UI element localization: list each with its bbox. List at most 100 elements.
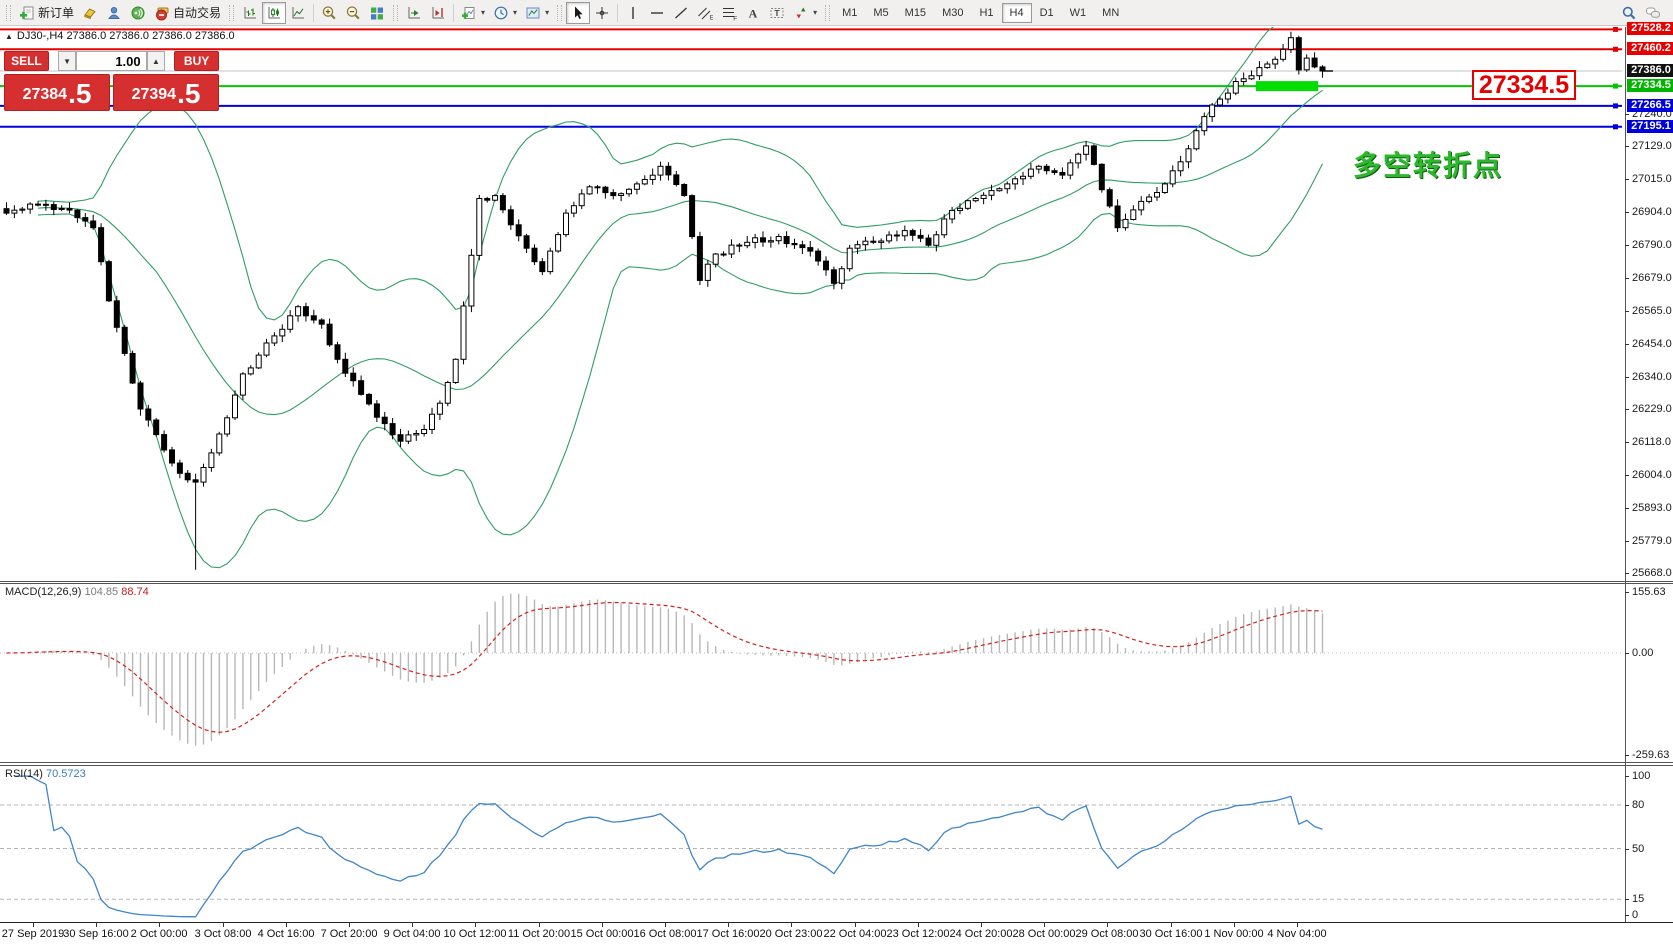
bar-chart-button[interactable] [238,2,262,24]
chat-icon [1645,5,1661,21]
chevron-down-icon: ▾ [513,8,518,17]
toolbar-grip[interactable] [229,4,235,21]
buy-button[interactable]: BUY [174,51,220,71]
timeframe-button-W1[interactable]: W1 [1062,3,1095,23]
text-button[interactable]: A [741,2,765,24]
tile-windows-button[interactable] [365,2,389,24]
vertical-line-button[interactable] [621,2,645,24]
time-axis-label: 28 Oct 00:00 [1012,928,1076,940]
text-icon: A [745,5,761,21]
text-label-button[interactable]: T [765,2,789,24]
price-tick-label: 27015.0 [1632,173,1672,185]
periods-button[interactable]: ▾ [489,2,521,24]
volume-increase-button[interactable]: ▲ [146,51,166,71]
price-tick-mark [1625,573,1629,574]
toolbar-grip[interactable] [557,4,563,21]
text-label-icon: T [769,5,785,21]
rsi-panel[interactable] [0,766,1625,921]
timeframe-button-MN[interactable]: MN [1094,3,1127,23]
volume-input[interactable]: 1.00 [76,51,147,71]
fibonacci-button[interactable]: F [717,2,741,24]
turning-point-annotation[interactable]: 多空转折点 [1353,150,1504,181]
price-tick-label: 26004.0 [1632,469,1672,481]
cursor-icon [570,5,586,21]
zoom-out-button[interactable] [341,2,365,24]
time-tick-mark [475,922,476,927]
auto-trading-button[interactable]: 自动交易 [150,2,225,24]
templates-icon [525,5,541,21]
time-axis-label: 1 Nov 00:00 [1204,928,1264,940]
price-tick-mark [1625,442,1629,443]
price-tick-label: 26118.0 [1632,436,1671,448]
time-axis-label: 30 Sep 16:00 [63,928,129,940]
toolbar-grip[interactable] [393,4,399,21]
crosshair-button[interactable] [590,2,614,24]
price-tag: 27528.2 [1627,22,1673,35]
new-chart-button[interactable]: ▾ [457,2,489,24]
auto-scroll-button[interactable] [402,2,426,24]
eraser-button[interactable] [78,2,102,24]
price-tick-mark [1625,409,1629,410]
zoom-in-button[interactable] [317,2,341,24]
sell-price-box[interactable]: 27384 .5 [4,74,110,111]
price-tick-label: 26790.0 [1632,239,1672,251]
time-tick-mark [286,922,287,927]
cursor-button[interactable] [566,1,591,24]
time-tick-mark [728,922,729,927]
chevron-down-icon: ▾ [481,8,486,17]
sell-button[interactable]: SELL [4,51,49,71]
timeframe-button-D1[interactable]: D1 [1032,3,1062,23]
time-tick-mark [791,922,792,927]
buy-price-box[interactable]: 27394 .5 [113,74,219,111]
autotrade-icon [154,5,170,21]
time-axis-label: 29 Oct 08:00 [1075,928,1139,940]
macd-signal-value: 88.74 [121,586,149,598]
collapse-triangle-icon[interactable]: ▲ [5,31,13,41]
price-tick-label: 26904.0 [1632,206,1672,218]
panel-separator[interactable] [0,581,1673,582]
trendline-button[interactable] [669,2,693,24]
timeframe-button-H1[interactable]: H1 [971,3,1001,23]
one-click-trade-panel: SELL ▼ 1.00 ▲ BUY 27384 .5 27394 .5 [4,51,220,111]
macd-title: MACD(12,26,9) [5,586,82,598]
rsi-tick-mark [1625,915,1629,916]
chart-shift-button[interactable] [426,2,450,24]
timeframe-button-M15[interactable]: M15 [897,3,934,23]
new-order-button[interactable]: 新订单 [15,2,78,24]
zoom-out-icon [345,5,361,21]
toolbar-grip[interactable] [825,4,831,21]
time-tick-mark [1107,922,1108,927]
auto-trading-label: 自动交易 [173,6,222,20]
timeframe-button-M5[interactable]: M5 [865,3,896,23]
toolbar-grip[interactable] [6,4,11,21]
timeframe-button-M30[interactable]: M30 [934,3,971,23]
time-tick-mark [981,922,982,927]
time-tick-mark [159,922,160,927]
templates-button[interactable]: ▾ [521,2,553,24]
price-axis-border [1625,27,1626,922]
price-tick-label: 25668.0 [1632,567,1672,579]
channel-button[interactable]: E [693,2,717,24]
price-tag: 27386.0 [1627,64,1673,77]
buy-price-main: 27394 [131,86,177,103]
candlestick-icon [266,5,282,21]
new-order-icon [19,5,35,21]
price-tick-label: 25779.0 [1632,535,1672,547]
main-price-chart[interactable] [0,27,1625,581]
arrows-icon [793,5,809,21]
panel-separator[interactable] [0,762,1673,763]
timeframe-button-M1[interactable]: M1 [834,3,865,23]
search-button[interactable] [1617,2,1641,24]
volume-decrease-button[interactable]: ▼ [57,51,77,71]
horizontal-line-button[interactable] [645,2,669,24]
arrows-button[interactable]: ▾ [789,2,821,24]
signal-button[interactable] [126,2,150,24]
timeframe-button-H4[interactable]: H4 [1001,2,1032,23]
profiles-button[interactable] [102,2,126,24]
macd-panel[interactable] [0,584,1625,762]
chat-button[interactable] [1641,2,1665,24]
candlestick-button[interactable] [262,1,287,24]
line-chart-button[interactable] [286,2,310,24]
price-callout-annotation[interactable]: 27334.5 [1472,70,1576,100]
tile-windows-icon [369,5,385,21]
